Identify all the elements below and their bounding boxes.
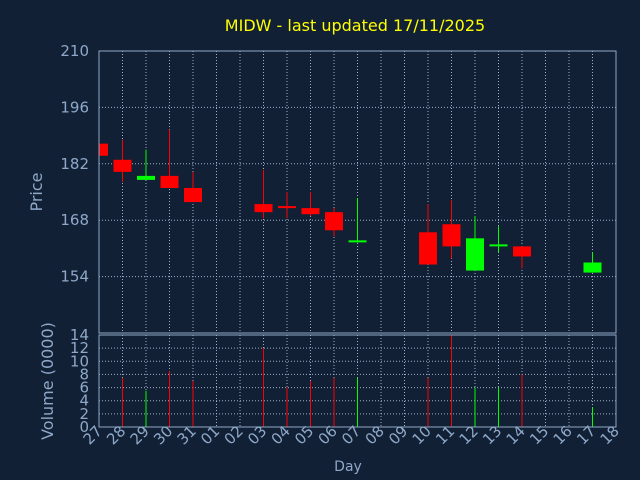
candle-body	[442, 224, 461, 247]
volume-tick-label: 4	[79, 392, 89, 410]
x-tick-label: 01	[197, 422, 223, 448]
volume-tick-label: 6	[79, 379, 89, 397]
x-tick-label: 06	[315, 422, 341, 448]
plot-frames	[98, 50, 617, 428]
x-tick-label: 07	[338, 422, 364, 448]
volume-tick-label: 12	[70, 339, 89, 357]
x-tick-label: 31	[174, 422, 200, 448]
x-tick-label: 30	[150, 422, 176, 448]
price-axis-label: Price	[27, 172, 46, 211]
x-tick-label: 18	[597, 422, 623, 448]
candle-body	[113, 159, 132, 172]
x-tick-label: 28	[103, 422, 129, 448]
volume-axis-label: Volume (0000)	[38, 322, 57, 440]
x-tick-label: 04	[268, 422, 294, 448]
candle-body	[99, 143, 108, 156]
price-tick-label: 196	[60, 98, 89, 116]
x-tick-label: 13	[479, 422, 505, 448]
volume-bars	[122, 335, 593, 427]
x-tick-label: 10	[409, 422, 435, 448]
x-tick-labels: 2728293031010203040506070809101112131415…	[80, 422, 623, 448]
x-tick-label: 08	[362, 422, 388, 448]
x-tick-label: 15	[526, 422, 552, 448]
price-tick-label: 182	[60, 155, 89, 173]
volume-plot-frame	[98, 334, 617, 428]
x-tick-label: 09	[385, 422, 411, 448]
x-tick-label: 12	[456, 422, 482, 448]
candle-body	[489, 244, 508, 247]
candle-body	[466, 238, 484, 271]
price-plot-frame	[98, 50, 617, 334]
candle-body	[513, 246, 531, 257]
candle-body	[278, 206, 296, 209]
candle-body	[301, 208, 320, 215]
candle-body	[254, 204, 273, 213]
candle-body	[583, 262, 602, 273]
x-tick-label: 14	[503, 422, 529, 448]
x-tick-label: 29	[127, 422, 153, 448]
x-tick-label: 11	[432, 422, 458, 448]
volume-tick-label: 0	[79, 418, 89, 436]
x-tick-label: 05	[291, 422, 317, 448]
price-candles	[98, 129, 602, 273]
price-tick-label: 210	[60, 42, 89, 60]
x-tick-label: 03	[244, 422, 270, 448]
x-tick-label: 02	[221, 422, 247, 448]
x-axis-label: Day	[334, 459, 362, 475]
candle-body	[184, 187, 202, 203]
x-tick-label: 17	[573, 422, 599, 448]
candle-body	[137, 175, 155, 180]
candle-body	[419, 232, 437, 265]
price-tick-label: 168	[60, 211, 89, 229]
candle-body	[348, 240, 367, 243]
volume-tick-label: 8	[79, 365, 89, 383]
candle-body	[160, 175, 179, 188]
candle-body	[325, 212, 343, 231]
volume-tick-label: 14	[70, 326, 89, 344]
volume-tick-label: 2	[79, 405, 89, 423]
x-tick-label: 16	[550, 422, 576, 448]
chart-title: MIDW - last updated 17/11/2025	[225, 16, 485, 35]
volume-tick-label: 10	[70, 352, 89, 370]
price-tick-label: 154	[60, 268, 89, 286]
